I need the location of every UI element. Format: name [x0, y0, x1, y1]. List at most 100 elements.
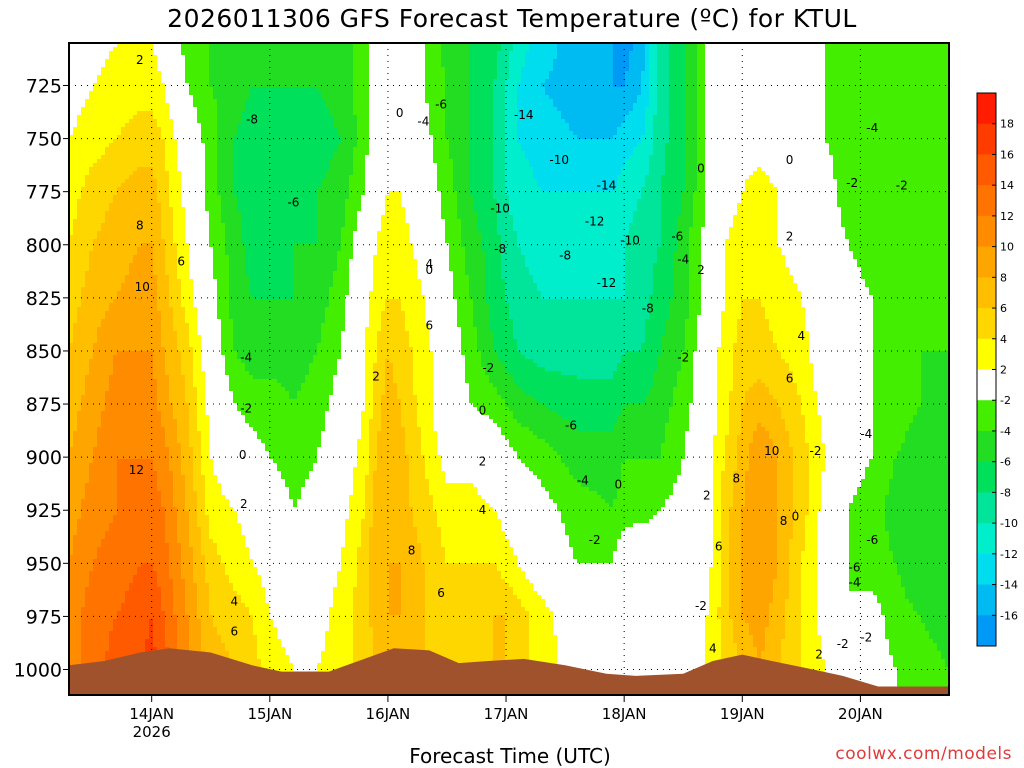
temp-cell [733, 619, 746, 624]
temp-cell [317, 219, 346, 224]
temp-cell [697, 91, 706, 96]
temp-cell [729, 391, 746, 396]
temp-cell [509, 307, 650, 312]
temp-cell [225, 243, 246, 248]
temp-cell [693, 383, 718, 388]
temp-cell [653, 279, 674, 284]
temp-cell [89, 467, 118, 472]
temp-cell [225, 251, 246, 256]
temp-cell [153, 619, 166, 624]
temp-cell [669, 83, 686, 88]
temp-cell [805, 519, 818, 524]
temp-cell [197, 511, 206, 516]
temp-cell [473, 207, 498, 212]
temp-cell [353, 643, 374, 648]
temp-cell [109, 639, 146, 644]
temp-cell [81, 631, 110, 636]
contour-label: 2 [240, 497, 248, 511]
temp-cell [689, 259, 702, 264]
temp-cell [809, 339, 874, 344]
temp-cell [77, 523, 110, 528]
temp-cell [505, 287, 538, 292]
temp-cell [165, 147, 178, 152]
temp-cell [645, 323, 666, 328]
temp-cell [89, 479, 118, 484]
temp-cell [365, 343, 378, 348]
temp-cell [449, 243, 462, 248]
temp-cell [449, 267, 466, 272]
temp-cell [369, 115, 430, 120]
temp-cell [777, 503, 794, 508]
temp-cell [169, 447, 182, 452]
temp-cell [709, 599, 722, 604]
temp-cell [505, 191, 642, 196]
temp-cell [81, 407, 106, 412]
temp-cell [765, 647, 782, 652]
temp-cell [401, 607, 426, 612]
temp-cell [365, 327, 382, 332]
temp-cell [189, 439, 202, 444]
temp-cell [413, 363, 434, 368]
temp-cell [717, 363, 734, 368]
temp-cell [809, 331, 874, 336]
temp-cell [729, 527, 742, 532]
credit-link[interactable]: coolwx.com/models [835, 744, 1012, 764]
temp-cell [845, 231, 949, 236]
temp-cell [193, 303, 218, 308]
temp-cell [729, 515, 742, 520]
temp-cell [357, 139, 370, 144]
temp-cell [613, 83, 626, 88]
temp-cell [181, 179, 206, 184]
temp-cell [221, 219, 242, 224]
temp-cell [469, 107, 494, 112]
temp-cell [253, 631, 278, 636]
temp-cell [425, 567, 498, 572]
temp-cell [161, 315, 174, 320]
temp-cell [229, 503, 294, 508]
temp-cell [369, 531, 418, 536]
temp-cell [753, 639, 766, 644]
temp-cell [485, 299, 506, 304]
colorbar-label: 6 [1000, 302, 1007, 315]
temp-cell [345, 323, 370, 328]
temp-cell [129, 119, 158, 124]
temp-cell [809, 467, 826, 472]
temp-cell [333, 275, 350, 280]
temp-cell [505, 187, 542, 192]
temp-cell [329, 167, 354, 172]
temp-cell [381, 403, 402, 408]
temp-cell [69, 555, 98, 560]
temp-cell [685, 343, 698, 348]
temp-cell [141, 563, 154, 568]
temp-cell [69, 207, 78, 212]
temp-cell [705, 123, 826, 128]
temp-cell [873, 327, 949, 332]
temp-cell [69, 299, 82, 304]
temp-cell [849, 507, 886, 512]
temp-cell [777, 231, 846, 236]
temp-cell [677, 479, 714, 484]
temp-cell [801, 303, 874, 308]
temp-cell [401, 563, 426, 568]
temp-cell [205, 147, 218, 152]
temp-cell [93, 239, 166, 244]
temp-cell [225, 371, 250, 376]
contour-label: 2 [136, 53, 144, 67]
temp-cell [357, 115, 370, 120]
temp-cell [209, 227, 226, 232]
temp-cell [425, 67, 446, 72]
temp-cell [793, 471, 810, 476]
temp-cell [713, 551, 722, 556]
temp-cell [69, 431, 74, 436]
temp-cell [229, 279, 250, 284]
temp-cell [257, 655, 290, 660]
temp-cell [469, 147, 494, 152]
temp-cell [209, 43, 354, 48]
contour-label: -2 [837, 637, 849, 651]
temp-cell [73, 323, 102, 328]
temp-cell [805, 311, 874, 316]
temp-cell [657, 47, 670, 52]
temp-cell [153, 643, 166, 648]
contour-label: 10 [135, 280, 150, 294]
temp-cell [377, 355, 414, 360]
